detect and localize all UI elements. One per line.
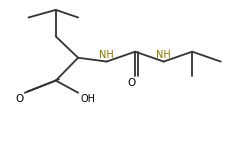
Text: O: O [127,78,136,88]
Text: OH: OH [81,94,95,104]
Text: NH: NH [99,50,114,60]
Text: O: O [16,94,24,104]
Text: NH: NH [156,50,171,60]
